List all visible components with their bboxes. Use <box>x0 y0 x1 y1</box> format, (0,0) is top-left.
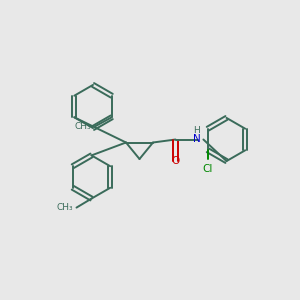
Text: Cl: Cl <box>202 164 213 174</box>
Text: CH₃: CH₃ <box>57 203 74 212</box>
Text: N: N <box>193 134 200 145</box>
Text: CH₃: CH₃ <box>74 122 91 131</box>
Text: H: H <box>193 126 200 135</box>
Text: O: O <box>171 155 180 166</box>
